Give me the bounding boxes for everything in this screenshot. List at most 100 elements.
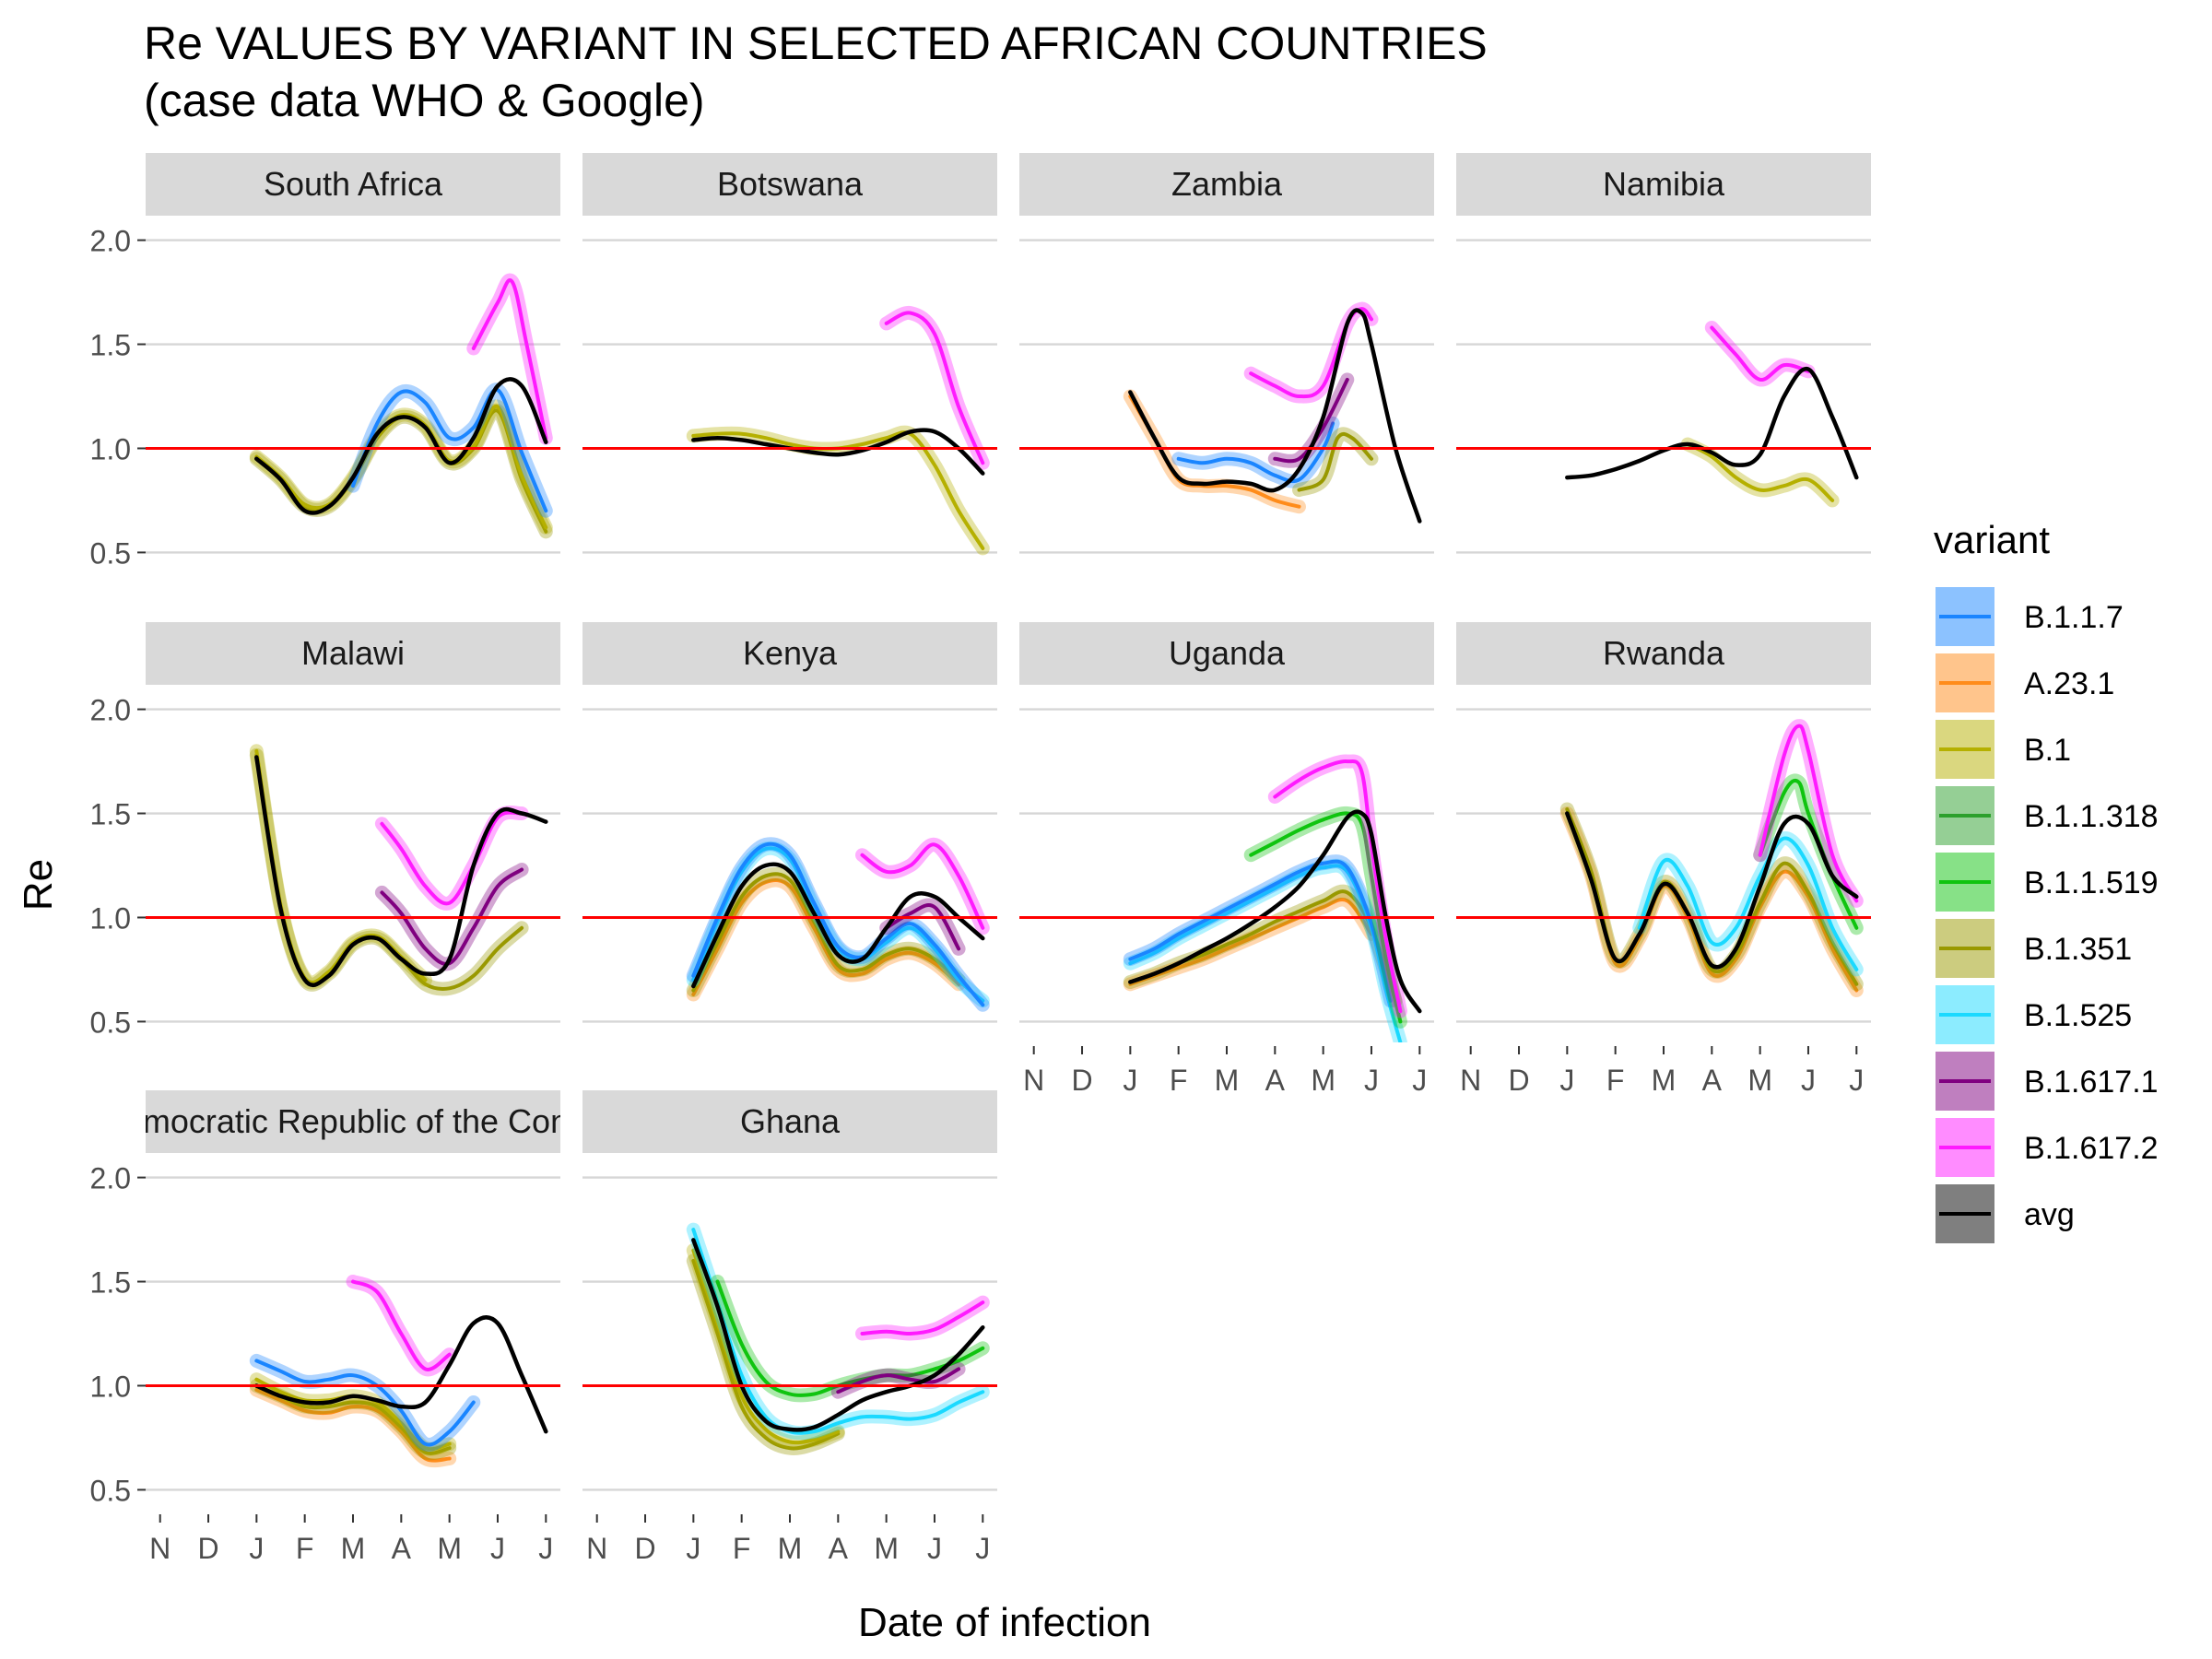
panel-series — [249, 273, 553, 539]
series-line-b-1-1-7 — [1176, 421, 1335, 484]
series-line-b-1 — [254, 405, 548, 530]
y-tick-label: 0.5 — [90, 536, 131, 570]
legend-item-b-1-1-519: B.1.1.519 — [1936, 853, 2159, 912]
panel-series — [686, 1222, 990, 1455]
x-tick-label: M — [874, 1532, 899, 1565]
series-line-avg — [1128, 809, 1422, 1014]
panel-title: Malawi — [301, 634, 405, 672]
x-tick-label: J — [1559, 1064, 1574, 1097]
panel-strip — [146, 153, 560, 216]
panel-title: Kenya — [743, 634, 838, 672]
series-line-b-1-617-2 — [860, 842, 985, 930]
chart-title-line-1: Re VALUES BY VARIANT IN SELECTED AFRICAN… — [144, 18, 1488, 69]
x-tick-label: N — [1460, 1064, 1481, 1097]
series-line-a-23-1 — [1128, 897, 1373, 986]
legend-label: B.1.1.7 — [2024, 600, 2124, 635]
x-tick-label: J — [975, 1532, 990, 1565]
x-tick-label: N — [586, 1532, 607, 1565]
legend-label: B.1.1.318 — [2024, 799, 2159, 834]
series-line-avg — [1565, 811, 1859, 970]
y-tick-label: 1.0 — [90, 1370, 131, 1403]
x-tick-label: F — [296, 1532, 314, 1565]
panel-series — [686, 305, 990, 556]
x-tick-label: J — [1801, 1064, 1816, 1097]
series-line-b-1-1-7 — [254, 1359, 476, 1447]
chart-title: Re VALUES BY VARIANT IN SELECTED AFRICAN… — [144, 15, 1488, 129]
y-tick-label: 2.0 — [90, 694, 131, 727]
panel-series — [1123, 301, 1422, 524]
panel-strip — [146, 622, 560, 685]
x-tick-label: M — [437, 1532, 462, 1565]
panel-series — [1123, 754, 1422, 1042]
x-tick-label: A — [829, 1532, 849, 1565]
series-line-b-1-617-2 — [1273, 759, 1403, 1014]
x-tick-label: M — [778, 1532, 803, 1565]
panel-title: Ghana — [740, 1102, 841, 1140]
x-tick-label: J — [1364, 1064, 1379, 1097]
series-line-avg — [1565, 366, 1859, 480]
panel-series — [249, 1275, 548, 1468]
series-line-a-23-1 — [254, 1388, 452, 1463]
legend-item-b-1-1-7: B.1.1.7 — [1936, 587, 2124, 646]
series-line-b-1-617-2 — [1710, 325, 1810, 382]
series-band-b-1-1-7 — [346, 382, 553, 518]
panel-kenya: Kenya — [582, 622, 997, 1023]
x-tick-label: A — [392, 1532, 412, 1565]
series-line-b-1-1-7 — [691, 841, 985, 1007]
series-line-b-1-617-2 — [471, 278, 548, 441]
legend-label: B.1.1.519 — [2024, 865, 2159, 900]
legend-item-a-23-1: A.23.1 — [1936, 653, 2114, 712]
panel-democratic-republic-of-the-congo: Democratic Republic of the Congo 0.5 1.0 1.… — [90, 1090, 560, 1565]
series-line-b-1-1-519 — [715, 1279, 985, 1397]
panel-title: Rwanda — [1603, 634, 1725, 672]
series-band-b-1-617-2 — [346, 1275, 457, 1377]
series-line-a-23-1 — [691, 878, 961, 996]
x-tick-label: J — [490, 1532, 505, 1565]
series-line-avg — [691, 1238, 985, 1432]
legend-label: A.23.1 — [2024, 666, 2114, 701]
x-tick-label: D — [1508, 1064, 1529, 1097]
x-tick-label: D — [197, 1532, 218, 1565]
series-band-b-1-617-2 — [1704, 321, 1816, 387]
series-line-avg — [254, 755, 548, 988]
series-line-avg — [691, 862, 985, 989]
y-tick-label: 1.0 — [90, 432, 131, 465]
series-line-b-1-1-319 — [1249, 811, 1403, 1024]
series-line-b-1 — [691, 1248, 841, 1445]
panel-series — [1559, 719, 1864, 997]
x-tick-label: N — [1023, 1064, 1044, 1097]
series-band-b-1 — [249, 744, 432, 990]
panel-title: Uganda — [1169, 634, 1286, 672]
series-line-b-1-617-2 — [1249, 307, 1373, 399]
legend-title: variant — [1934, 518, 2050, 561]
x-tick-label: M — [1215, 1064, 1240, 1097]
x-tick-label: D — [634, 1532, 655, 1565]
panel-namibia: Namibia — [1456, 153, 1871, 554]
legend-item-avg: avg — [1936, 1184, 2075, 1243]
series-line-b-1-617-1 — [884, 903, 961, 951]
x-tick-label: J — [249, 1532, 264, 1565]
x-tick-label: N — [149, 1532, 171, 1565]
y-tick-label: 1.5 — [90, 798, 131, 831]
series-line-b-1-525 — [1637, 836, 1859, 971]
series-line-b-1-617-2 — [380, 810, 524, 906]
legend-label: B.1 — [2024, 733, 2071, 768]
panel-strip — [1456, 622, 1871, 685]
legend: variant B.1.1.7 A.23.1 B.1 B.1.1.318 B.1.1.51… — [1934, 518, 2159, 1243]
series-line-b-1-1-7 — [351, 388, 548, 513]
x-tick-label: J — [538, 1532, 553, 1565]
series-line-b-1-617-2 — [1758, 724, 1859, 903]
panel-strip — [1019, 622, 1434, 685]
legend-label: B.1.617.1 — [2024, 1065, 2159, 1100]
panel-botswana: Botswana — [582, 153, 997, 556]
x-tick-label: J — [1123, 1064, 1137, 1097]
series-line-avg — [691, 428, 985, 476]
x-tick-label: J — [927, 1532, 942, 1565]
y-tick-label: 1.5 — [90, 329, 131, 362]
legend-item-b-1: B.1 — [1936, 720, 2071, 779]
legend-label: B.1.525 — [2024, 998, 2132, 1033]
series-line-b-1 — [1686, 442, 1835, 502]
x-tick-label: F — [733, 1532, 751, 1565]
